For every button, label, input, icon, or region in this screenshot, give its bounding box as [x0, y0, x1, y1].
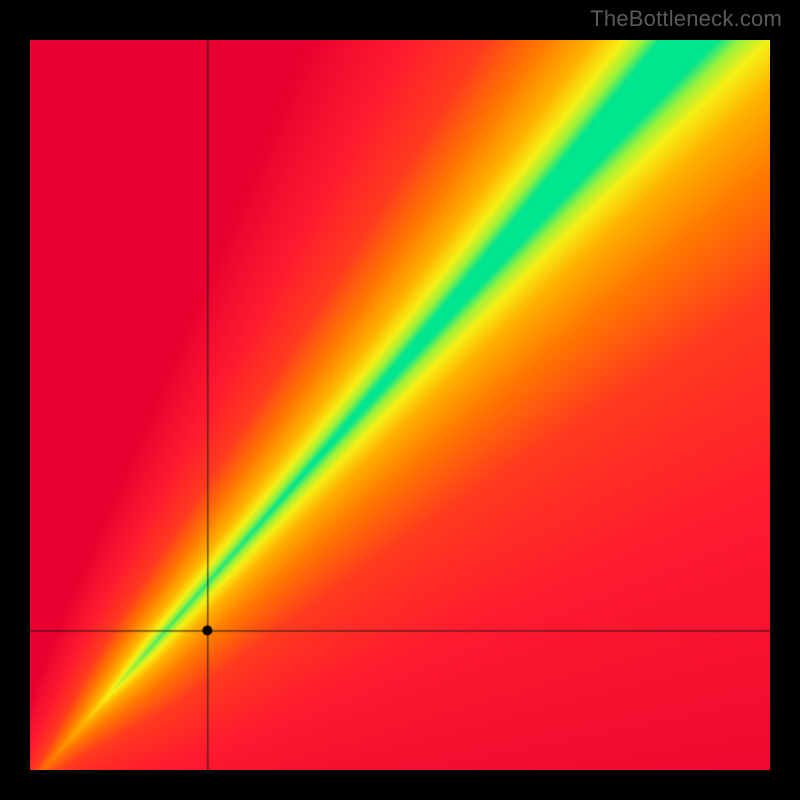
watermark-text: TheBottleneck.com [590, 6, 782, 32]
chart-container: TheBottleneck.com [0, 0, 800, 800]
plot-area [30, 40, 770, 770]
heatmap-canvas [30, 40, 770, 770]
